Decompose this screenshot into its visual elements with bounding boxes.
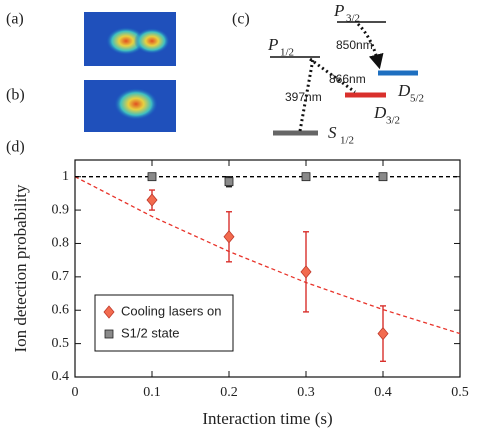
legend-label: S1/2 state bbox=[121, 325, 180, 340]
x-tick-label: 0.4 bbox=[374, 385, 392, 400]
fit-line bbox=[74, 176, 461, 335]
level-diagram bbox=[270, 21, 418, 136]
x-tick-label: 0.5 bbox=[451, 385, 469, 400]
level-symbol: D bbox=[397, 81, 411, 100]
level-symbol: D bbox=[373, 103, 387, 122]
level-subscript: 1/2 bbox=[280, 47, 294, 59]
plot-frame bbox=[74, 159, 461, 378]
wavelength-label: 397nm bbox=[285, 90, 322, 104]
level-subscript: 5/2 bbox=[410, 93, 424, 105]
marker-square bbox=[301, 172, 311, 182]
ion-image-b bbox=[84, 80, 176, 132]
panel-label: (c) bbox=[232, 11, 250, 28]
level-subscript: 1/2 bbox=[340, 135, 354, 147]
marker-diamond bbox=[377, 326, 389, 341]
y-tick-label: 0.8 bbox=[52, 236, 70, 251]
x-tick-label: 0 bbox=[72, 385, 79, 400]
y-tick-label: 0.9 bbox=[52, 202, 70, 217]
marker-diamond bbox=[146, 193, 158, 207]
x-axis-label: Interaction time (s) bbox=[202, 409, 332, 428]
x-tick-label: 0.3 bbox=[297, 385, 315, 400]
level-symbol: P bbox=[333, 1, 344, 20]
panel-label: (b) bbox=[6, 87, 25, 104]
y-tick-label: 0.6 bbox=[52, 302, 70, 317]
marker-square bbox=[147, 172, 157, 182]
panel-label: (d) bbox=[6, 139, 25, 156]
level-symbol: S bbox=[328, 123, 337, 142]
level-symbol: P bbox=[267, 35, 278, 54]
transition bbox=[309, 57, 356, 94]
legend-box bbox=[94, 294, 234, 352]
y-axis-label: Ion detection probability bbox=[11, 184, 30, 353]
marker-square bbox=[104, 329, 114, 339]
marker-square bbox=[224, 177, 234, 187]
level-subscript: 3/2 bbox=[386, 115, 400, 127]
y-tick-label: 0.5 bbox=[52, 336, 70, 351]
transition bbox=[298, 58, 315, 132]
y-tick-label: 0.4 bbox=[52, 369, 70, 384]
chart: 0 0.1 0.2 0.3 0.4 0.5 0.4 0.5 0.6 0.7 0.8 0.9 1 Inter… bbox=[11, 159, 469, 428]
marker-diamond bbox=[223, 230, 235, 244]
y-tick-label: 1 bbox=[62, 169, 69, 184]
x-tick-label: 0.2 bbox=[220, 385, 238, 400]
wavelength-label: 866nm bbox=[329, 72, 366, 86]
panel-label: (a) bbox=[6, 11, 24, 28]
marker-square bbox=[378, 172, 388, 182]
level-subscript: 3/2 bbox=[346, 13, 360, 25]
ion-image-a bbox=[84, 12, 176, 66]
marker-diamond bbox=[300, 265, 312, 279]
marker-diamond bbox=[103, 305, 115, 319]
transition bbox=[356, 22, 384, 70]
wavelength-label: 850nm bbox=[336, 38, 373, 52]
x-tick-label: 0.1 bbox=[143, 385, 161, 400]
legend-label: Cooling lasers on bbox=[121, 303, 221, 318]
y-tick-label: 0.7 bbox=[52, 269, 70, 284]
